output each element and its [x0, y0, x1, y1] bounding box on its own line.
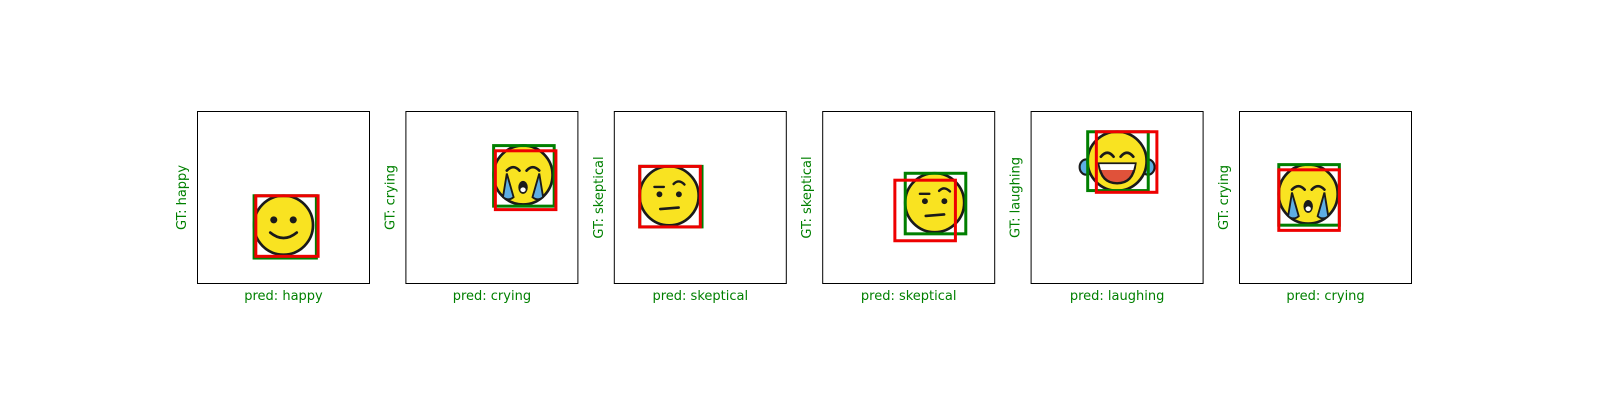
- panel-frame: [1030, 111, 1204, 284]
- panel-frame: [1239, 111, 1412, 284]
- tear-left: [1287, 192, 1300, 220]
- pred-bounding-box: [1094, 130, 1159, 194]
- pred-label: pred: crying: [453, 289, 531, 304]
- gt-label: GT: crying: [1217, 165, 1232, 230]
- panel-2: pred: crying GT: crying: [383, 111, 579, 304]
- eye-left: [921, 198, 928, 205]
- eye-left: [505, 165, 521, 172]
- panel-frame: [822, 111, 996, 284]
- mouth-inner: [520, 187, 526, 193]
- gt-label: GT: happy: [175, 165, 190, 230]
- tear-right: [1316, 192, 1330, 220]
- teeth: [1099, 164, 1135, 171]
- brow-right: [672, 180, 686, 186]
- happy-face-icon: [252, 194, 315, 257]
- panel-content: [1277, 163, 1341, 232]
- tear-right: [531, 173, 545, 201]
- gt-label: GT: skeptical: [800, 156, 815, 238]
- eye-left: [1099, 151, 1115, 159]
- mouth-inner: [1305, 206, 1311, 212]
- gt-bounding-box: [903, 171, 968, 236]
- pred-bounding-box: [493, 149, 558, 212]
- mouth: [658, 206, 680, 211]
- panel-4: pred: skeptical GT: skeptical: [800, 111, 996, 304]
- pred-label: pred: skeptical: [861, 289, 957, 304]
- laughing-face-icon: [1078, 130, 1156, 192]
- pred-bounding-box: [638, 164, 702, 229]
- gt-label: GT: skeptical: [592, 156, 607, 238]
- face-circle: [252, 194, 315, 257]
- eye-left: [656, 191, 663, 198]
- panel-6: pred: crying GT: crying: [1217, 111, 1412, 304]
- face-circle: [638, 164, 700, 227]
- gt-bounding-box: [492, 144, 556, 208]
- pred-bounding-box: [254, 194, 320, 258]
- panel-frame: [405, 111, 579, 284]
- skeptical-face-icon: [638, 164, 700, 227]
- smile: [268, 231, 299, 240]
- eye-left: [270, 216, 278, 224]
- crying-face-icon: [1277, 163, 1340, 225]
- panel-content: [252, 194, 320, 260]
- panel-content: [638, 164, 704, 229]
- pred-label: pred: crying: [1286, 289, 1364, 304]
- panel-3: pred: skeptical GT: skeptical: [592, 111, 787, 304]
- panel-1: pred: happy GT: happy: [175, 111, 370, 304]
- gt-label: GT: crying: [383, 165, 398, 230]
- pred-bounding-box: [893, 178, 957, 243]
- eye-right: [941, 198, 948, 205]
- pred-label: pred: happy: [244, 289, 323, 304]
- eye-right: [675, 191, 682, 198]
- pred-label: pred: skeptical: [652, 289, 748, 304]
- pred-label: pred: laughing: [1070, 289, 1165, 304]
- eye-right: [1310, 184, 1326, 191]
- panel-content: [1078, 130, 1159, 194]
- eye-right: [525, 165, 541, 172]
- panel-content: [893, 171, 968, 243]
- panel-content: [492, 144, 558, 212]
- panel-5: pred: laughing GT: laughing: [1009, 111, 1204, 304]
- eye-left: [1290, 184, 1306, 191]
- eye-right: [289, 216, 297, 224]
- mouth: [924, 213, 946, 218]
- gt-label: GT: laughing: [1009, 157, 1024, 238]
- crying-face-icon: [492, 144, 554, 206]
- eye-right: [1119, 151, 1135, 159]
- tear-left: [501, 173, 515, 201]
- pred-bounding-box: [1277, 168, 1341, 232]
- panel-frame: [613, 111, 787, 284]
- panel-frame: [197, 111, 370, 284]
- brow-right: [937, 187, 952, 193]
